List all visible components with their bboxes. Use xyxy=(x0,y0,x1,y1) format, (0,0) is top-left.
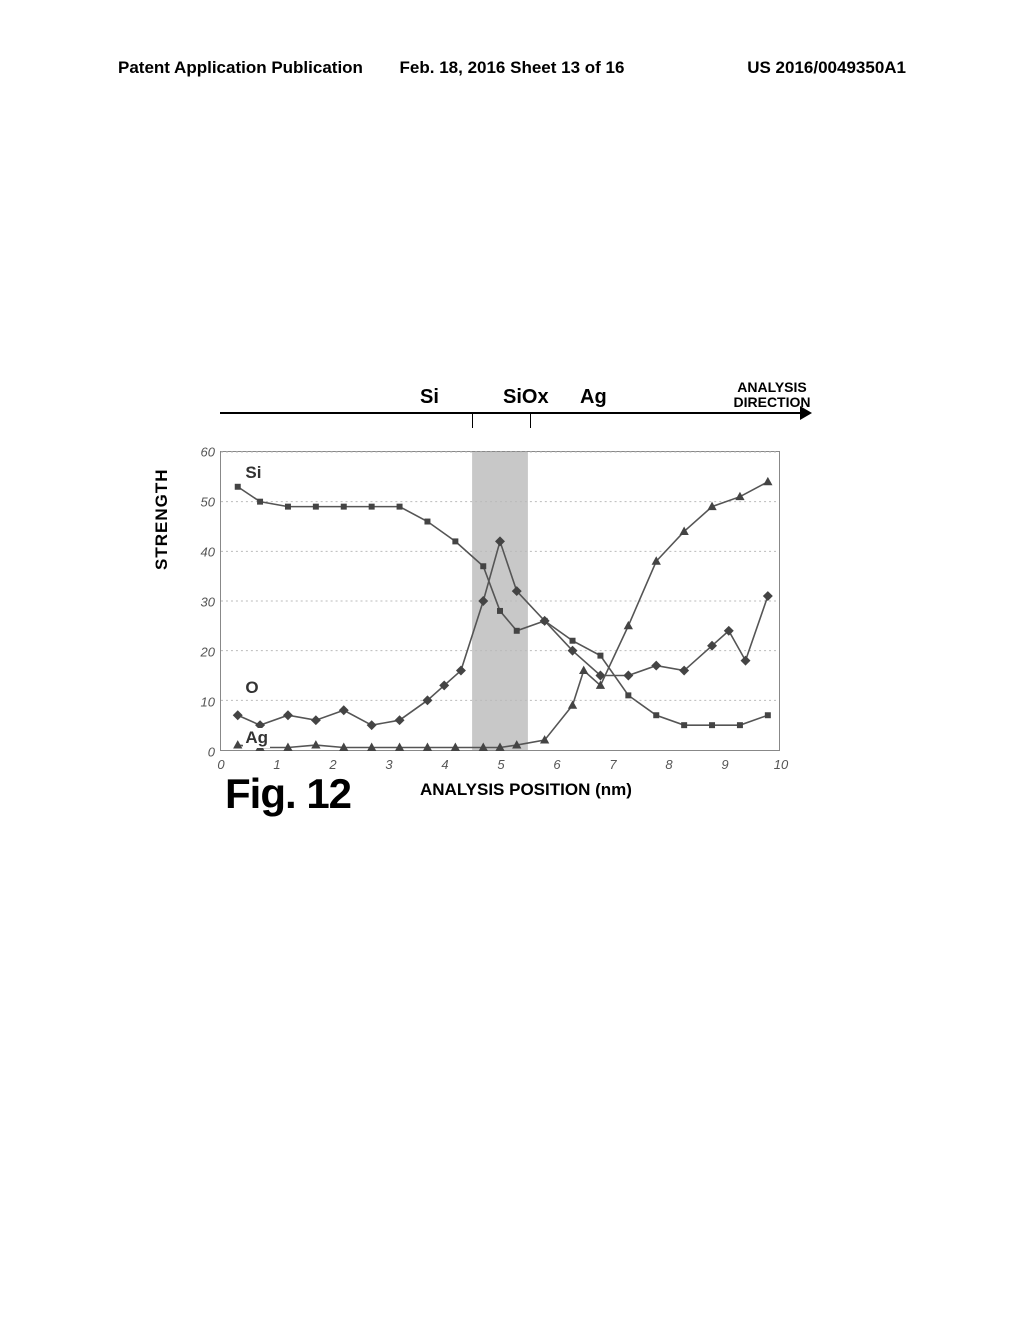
data-marker xyxy=(367,720,377,730)
y-tick-label: 40 xyxy=(189,545,215,560)
x-tick-label: 4 xyxy=(441,757,448,772)
data-marker xyxy=(709,722,715,728)
x-tick-label: 8 xyxy=(665,757,672,772)
x-tick-label: 7 xyxy=(609,757,616,772)
data-marker xyxy=(625,692,631,698)
data-marker xyxy=(653,712,659,718)
data-marker xyxy=(285,504,291,510)
data-marker xyxy=(624,621,633,629)
data-marker xyxy=(311,715,321,725)
data-marker xyxy=(597,653,603,659)
series-label-o: O xyxy=(243,678,260,698)
x-tick-label: 9 xyxy=(721,757,728,772)
data-marker xyxy=(735,492,744,500)
data-marker xyxy=(424,519,430,525)
region-tick xyxy=(472,412,473,428)
figure-label: Fig. 12 xyxy=(225,770,351,818)
data-marker xyxy=(395,715,405,725)
data-marker xyxy=(311,740,320,748)
region-label-ag: Ag xyxy=(580,386,607,409)
y-tick-label: 30 xyxy=(189,595,215,610)
data-marker xyxy=(257,499,263,505)
x-tick-label: 5 xyxy=(497,757,504,772)
chart-plot-area: 0102030405060 012345678910 SiOAg xyxy=(220,451,780,751)
region-label-siox: SiOx xyxy=(503,386,549,409)
series-label-ag: Ag xyxy=(243,728,270,748)
data-marker xyxy=(763,591,773,601)
x-tick-label: 0 xyxy=(217,757,224,772)
analysis-direction-label: ANALYSISDIRECTION xyxy=(717,380,827,410)
data-marker xyxy=(681,722,687,728)
data-marker xyxy=(452,538,458,544)
data-marker xyxy=(235,484,241,490)
data-marker xyxy=(514,628,520,634)
y-tick-label: 0 xyxy=(189,745,215,760)
region-indicator-bar: ANALYSISDIRECTION SiSiOxAg xyxy=(220,380,810,440)
data-marker xyxy=(765,712,771,718)
y-tick-label: 20 xyxy=(189,645,215,660)
data-marker xyxy=(579,666,588,674)
header-sheet-info: Feb. 18, 2016 Sheet 13 of 16 xyxy=(381,58,644,78)
data-marker xyxy=(497,608,503,614)
data-marker xyxy=(651,661,661,671)
x-tick-label: 10 xyxy=(774,757,788,772)
data-marker xyxy=(283,710,293,720)
x-tick-label: 3 xyxy=(385,757,392,772)
y-tick-label: 50 xyxy=(189,495,215,510)
data-marker xyxy=(737,722,743,728)
header-doc-number: US 2016/0049350A1 xyxy=(643,58,1024,78)
page-header: Patent Application Publication Feb. 18, … xyxy=(0,58,1024,78)
region-tick xyxy=(530,412,531,428)
series-label-si: Si xyxy=(243,463,263,483)
data-marker xyxy=(397,504,403,510)
data-marker xyxy=(313,504,319,510)
data-marker xyxy=(570,638,576,644)
analysis-direction-line xyxy=(220,412,810,414)
data-marker xyxy=(763,477,772,485)
data-marker xyxy=(339,705,349,715)
data-marker xyxy=(369,504,375,510)
data-marker xyxy=(341,504,347,510)
data-marker xyxy=(568,700,577,708)
header-publication: Patent Application Publication xyxy=(0,58,381,78)
data-marker xyxy=(623,671,633,681)
y-tick-label: 60 xyxy=(189,445,215,460)
x-tick-label: 6 xyxy=(553,757,560,772)
data-marker xyxy=(741,656,751,666)
data-marker xyxy=(233,740,242,748)
y-tick-label: 10 xyxy=(189,695,215,710)
data-marker xyxy=(480,563,486,569)
data-marker xyxy=(233,710,243,720)
region-label-si: Si xyxy=(420,386,439,409)
y-axis-label: STRENGTH xyxy=(152,469,172,571)
x-axis-label: ANALYSIS POSITION (nm) xyxy=(420,780,632,800)
